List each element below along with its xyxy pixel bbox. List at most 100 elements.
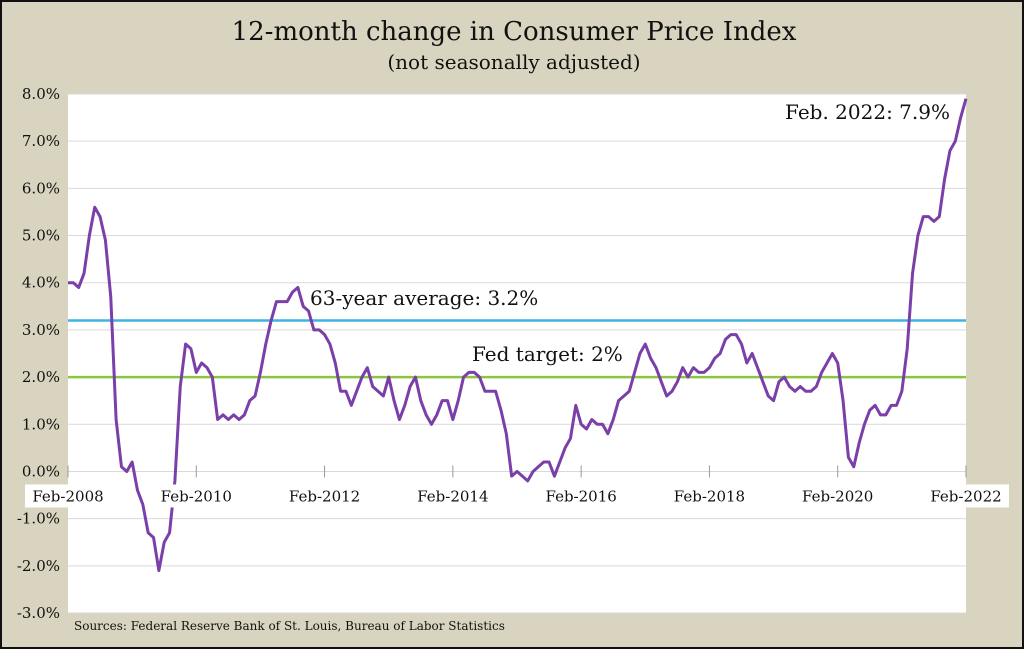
data-point <box>382 395 384 397</box>
data-point <box>799 385 801 387</box>
data-point <box>778 381 780 383</box>
data-point <box>762 381 764 383</box>
data-point <box>756 366 758 368</box>
latest-value-annotation: Feb. 2022: 7.9% <box>785 100 950 124</box>
data-point <box>179 385 181 387</box>
data-point <box>906 348 908 350</box>
y-tick-label: -3.0% <box>17 604 60 622</box>
data-point <box>703 371 705 373</box>
data-point <box>649 357 651 359</box>
x-tick-label-bg <box>923 484 1009 508</box>
data-point <box>847 456 849 458</box>
data-point <box>548 461 550 463</box>
y-tick-label: 5.0% <box>22 227 60 245</box>
chart-subtitle: (not seasonally adjusted) <box>387 50 640 74</box>
data-point <box>714 357 716 359</box>
data-point <box>452 418 454 420</box>
data-point <box>644 343 646 345</box>
data-point <box>842 399 844 401</box>
data-point <box>446 399 448 401</box>
data-point <box>655 366 657 368</box>
data-point <box>585 428 587 430</box>
data-point <box>147 532 149 534</box>
data-point <box>660 381 662 383</box>
data-point <box>233 414 235 416</box>
data-point <box>430 423 432 425</box>
data-point <box>804 390 806 392</box>
fed-target-label: Fed target: 2% <box>472 342 623 366</box>
data-point <box>596 423 598 425</box>
x-tick-label-bg <box>666 484 753 508</box>
data-point <box>639 352 641 354</box>
data-point <box>211 376 213 378</box>
y-tick-label: 1.0% <box>22 415 60 433</box>
x-tick-label-bg <box>794 484 881 508</box>
data-point <box>254 395 256 397</box>
data-point <box>938 215 940 217</box>
data-point <box>302 305 304 307</box>
y-tick-label: 0.0% <box>22 462 60 480</box>
plot-area <box>68 94 966 613</box>
data-point <box>110 296 112 298</box>
data-point <box>462 376 464 378</box>
data-point <box>601 423 603 425</box>
data-point <box>863 423 865 425</box>
data-point <box>772 399 774 401</box>
x-tick-label: Feb-2022 <box>930 487 1001 505</box>
data-point <box>131 461 133 463</box>
data-point <box>858 442 860 444</box>
x-tick-label: Feb-2014 <box>417 487 488 505</box>
data-point <box>500 409 502 411</box>
data-point <box>735 333 737 335</box>
data-point <box>441 399 443 401</box>
data-point <box>959 116 961 118</box>
data-point <box>591 418 593 420</box>
data-point <box>473 371 475 373</box>
x-tick-label-bg <box>409 484 496 508</box>
data-point <box>665 395 667 397</box>
data-point <box>152 536 154 538</box>
data-point <box>270 319 272 321</box>
data-point <box>484 390 486 392</box>
data-point <box>72 282 74 284</box>
data-point <box>67 282 69 284</box>
data-point <box>216 418 218 420</box>
data-point <box>371 385 373 387</box>
data-point <box>227 418 229 420</box>
data-point <box>911 272 913 274</box>
data-point <box>158 569 160 571</box>
x-tick-label: Feb-2008 <box>32 487 103 505</box>
data-point <box>559 461 561 463</box>
data-point <box>115 418 117 420</box>
data-point <box>243 414 245 416</box>
data-point <box>366 366 368 368</box>
data-point <box>206 366 208 368</box>
data-point <box>77 286 79 288</box>
data-point <box>238 418 240 420</box>
data-point <box>949 149 951 151</box>
data-point <box>564 447 566 449</box>
data-point <box>607 433 609 435</box>
source-note: Sources: Federal Reserve Bank of St. Lou… <box>74 619 505 633</box>
data-point <box>398 418 400 420</box>
data-point <box>794 390 796 392</box>
x-tick-label: Feb-2016 <box>545 487 616 505</box>
data-point <box>569 437 571 439</box>
data-point <box>329 343 331 345</box>
data-point <box>788 385 790 387</box>
data-point <box>489 390 491 392</box>
y-tick-label: 2.0% <box>22 368 60 386</box>
data-point <box>163 541 165 543</box>
y-tick-label: 4.0% <box>22 274 60 292</box>
data-point <box>676 381 678 383</box>
data-point <box>708 366 710 368</box>
data-point <box>692 366 694 368</box>
data-point <box>820 371 822 373</box>
data-point <box>553 475 555 477</box>
y-tick-label: -1.0% <box>17 510 60 528</box>
data-point <box>297 286 299 288</box>
data-point <box>826 362 828 364</box>
data-point <box>142 503 144 505</box>
data-point <box>890 404 892 406</box>
